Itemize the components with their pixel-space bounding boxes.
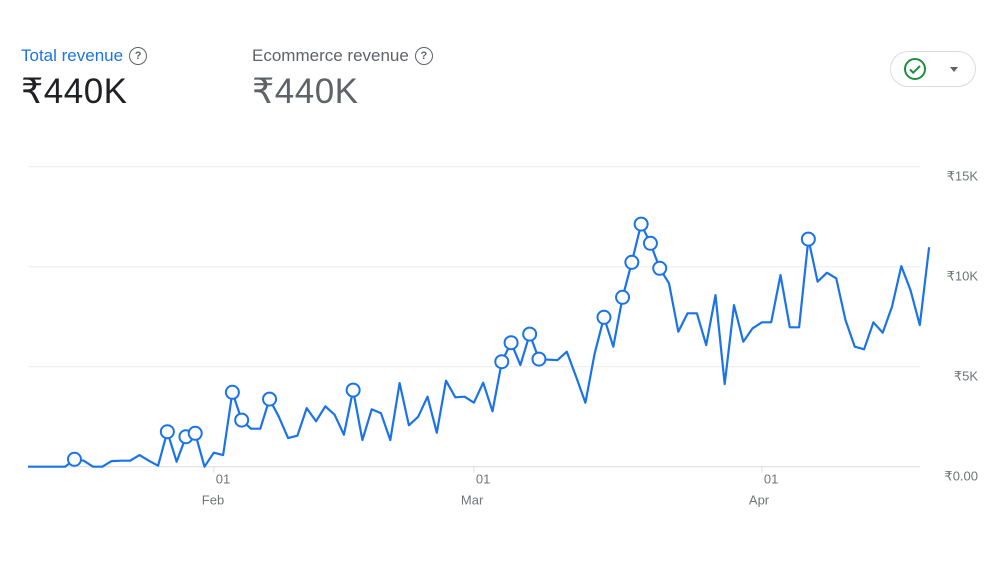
anomaly-point (503, 335, 519, 351)
help-circle-icon[interactable]: ? (129, 47, 148, 65)
series-line (28, 223, 931, 468)
help-circle-icon[interactable]: ? (414, 47, 433, 65)
anomaly-point (596, 309, 612, 325)
anomaly-point (633, 216, 649, 232)
anomaly-point (531, 351, 547, 367)
anomaly-point (187, 425, 203, 441)
anomaly-point (234, 412, 250, 428)
anomaly-point (224, 384, 240, 400)
y-tick-label: ₹15K (947, 169, 979, 184)
metric-ecommerce-revenue[interactable]: Ecommerce revenue? ₹440K (252, 46, 433, 112)
anomaly-point (345, 382, 361, 398)
metric-label: Total revenue (21, 46, 124, 65)
anomaly-point (642, 235, 658, 251)
anomaly-point (494, 354, 510, 370)
x-tick-day: 01 (764, 472, 778, 487)
metric-total-revenue[interactable]: Total revenue? ₹440K (21, 46, 148, 112)
y-tick-label: ₹5K (954, 369, 979, 384)
y-tick-label: ₹0.00 (944, 469, 978, 484)
anomaly-point (624, 254, 640, 270)
x-tick-day: 01 (476, 472, 490, 487)
status-dropdown-button[interactable] (890, 51, 976, 87)
anomaly-point (615, 289, 631, 305)
anomaly-point (159, 424, 175, 440)
metric-label: Ecommerce revenue (252, 46, 409, 65)
check-circle-icon (904, 58, 926, 80)
anomaly-point (66, 451, 82, 467)
x-tick-day: 01 (216, 472, 230, 487)
x-tick-month: Apr (749, 493, 770, 508)
y-tick-label: ₹10K (947, 269, 979, 284)
anomaly-point (522, 326, 538, 342)
x-tick-month: Feb (202, 493, 224, 508)
anomaly-point (800, 231, 816, 247)
anomaly-point (652, 260, 668, 276)
metric-value: ₹440K (21, 72, 128, 111)
metric-value: ₹440K (252, 72, 359, 111)
anomaly-point (262, 391, 278, 407)
x-tick-month: Mar (461, 493, 484, 508)
chevron-down-icon (950, 66, 958, 72)
